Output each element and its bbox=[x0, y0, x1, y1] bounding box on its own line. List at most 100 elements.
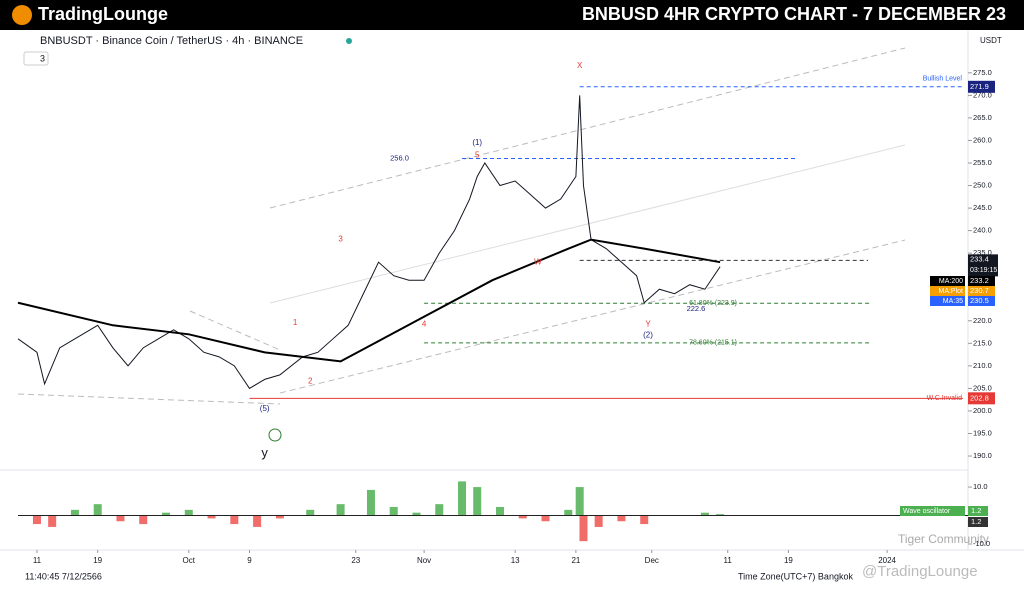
x-tick-label: 11 bbox=[33, 556, 42, 565]
y-tick-label: 210.0 bbox=[973, 361, 992, 370]
x-tick-label: 11 bbox=[724, 556, 733, 565]
ma-value-box bbox=[968, 296, 995, 306]
ma-name-box bbox=[930, 276, 965, 286]
osc-bar bbox=[336, 504, 345, 516]
ma-value: 233.2 bbox=[970, 276, 989, 285]
wave-label: 4 bbox=[422, 319, 427, 328]
status-dot bbox=[346, 38, 352, 44]
side-mark: 222.6 bbox=[687, 304, 706, 313]
osc-bar bbox=[32, 515, 41, 525]
osc-bar bbox=[184, 509, 193, 516]
channel-lines bbox=[17, 47, 906, 405]
osc-bar bbox=[716, 514, 725, 516]
y-tick-label: 250.0 bbox=[973, 181, 992, 190]
wave-label: 1 bbox=[293, 318, 298, 327]
osc-bar bbox=[640, 515, 649, 525]
osc-bar bbox=[389, 507, 398, 516]
x-tick-label: Oct bbox=[183, 556, 196, 565]
wave-label: 2 bbox=[308, 377, 313, 386]
last-price: 233.4 bbox=[970, 254, 989, 263]
timezone: Time Zone(UTC+7) Bangkok bbox=[738, 571, 853, 581]
ma-value: 230.7 bbox=[970, 286, 989, 295]
x-tick-label: Dec bbox=[645, 556, 659, 565]
brand: TradingLounge bbox=[38, 4, 168, 24]
level-label: 61.80% (223.9) bbox=[689, 300, 737, 307]
wave-label: 5 bbox=[475, 150, 480, 159]
indicator-count: 3 bbox=[40, 53, 45, 63]
wave-label: X bbox=[577, 61, 583, 70]
currency: USDT bbox=[980, 36, 1002, 45]
y-tick-label: 200.0 bbox=[973, 406, 992, 415]
ma-name: MA:200 bbox=[939, 278, 963, 285]
osc-bar bbox=[473, 487, 482, 516]
osc-bar bbox=[207, 515, 216, 519]
osc-bar bbox=[458, 481, 467, 516]
x-tick-label: 23 bbox=[351, 556, 360, 565]
osc-bar bbox=[564, 509, 573, 516]
y-tick-label: 190.0 bbox=[973, 451, 992, 460]
wave-label: y bbox=[261, 445, 268, 460]
osc-bar bbox=[412, 512, 421, 516]
ma-name-box bbox=[930, 286, 965, 296]
series-line bbox=[17, 238, 721, 363]
wave-label: 3 bbox=[338, 235, 343, 244]
watermark: Tiger Community bbox=[898, 532, 989, 546]
osc-bar bbox=[306, 509, 315, 516]
ma-name-box bbox=[930, 296, 965, 306]
osc-value-box bbox=[968, 506, 988, 516]
ma-name: MA:Plot bbox=[938, 288, 963, 295]
wave-circle bbox=[268, 428, 282, 442]
osc-bar bbox=[253, 515, 262, 527]
y-tick-label: 255.0 bbox=[973, 158, 992, 167]
channel-mid bbox=[269, 144, 906, 304]
price-label: 202.8 bbox=[970, 393, 989, 402]
osc-bar bbox=[366, 489, 375, 516]
ma-value: 230.5 bbox=[970, 296, 989, 305]
header-bar bbox=[0, 0, 1024, 30]
y-tick-label: 235.0 bbox=[973, 248, 992, 257]
y-tick-label: 270.0 bbox=[973, 90, 992, 99]
osc-bar bbox=[48, 515, 57, 527]
wave-label: W bbox=[534, 257, 542, 266]
osc-bar bbox=[518, 515, 527, 519]
y-tick-label: 275.0 bbox=[973, 68, 992, 77]
level-label: W.C.Invalid bbox=[927, 395, 963, 402]
ma-value-box bbox=[968, 286, 995, 296]
countdown: 03:19:15 bbox=[970, 267, 997, 274]
channel-upper bbox=[269, 47, 906, 209]
osc-bar bbox=[575, 487, 584, 516]
channel-lower bbox=[279, 239, 906, 394]
series-line bbox=[17, 95, 721, 390]
osc-bar bbox=[275, 515, 284, 519]
y-tick-label: 195.0 bbox=[973, 428, 992, 437]
ma-name: MA:35 bbox=[943, 298, 963, 305]
osc-value: 1.2 bbox=[971, 506, 981, 515]
y-tick-label: 215.0 bbox=[973, 338, 992, 347]
osc-bar bbox=[116, 515, 125, 522]
osc-bar bbox=[495, 507, 504, 516]
osc-bar bbox=[541, 515, 550, 522]
side-mark: 256.0 bbox=[390, 153, 409, 162]
x-tick-label: 9 bbox=[247, 556, 252, 565]
x-tick-label: 21 bbox=[571, 556, 580, 565]
base-line bbox=[17, 393, 281, 405]
wave-label: Y bbox=[645, 319, 651, 328]
wave-label: (5) bbox=[260, 404, 270, 413]
x-tick-label: 2024 bbox=[878, 556, 896, 565]
ma-value-box bbox=[968, 276, 995, 286]
osc-bar bbox=[700, 512, 709, 516]
osc-name-box bbox=[900, 506, 965, 516]
osc-bar bbox=[617, 515, 626, 522]
y-tick-label: 265.0 bbox=[973, 113, 992, 122]
symbol-info: BNBUSDT · Binance Coin / TetherUS · 4h ·… bbox=[40, 35, 303, 47]
osc-bar bbox=[230, 515, 239, 525]
y-tick-label: 260.0 bbox=[973, 135, 992, 144]
wedge-line bbox=[189, 310, 281, 351]
clock: 11:40:45 7/12/2566 bbox=[25, 571, 102, 581]
logo-icon bbox=[12, 5, 32, 25]
y-tick-label: 220.0 bbox=[973, 316, 992, 325]
osc-bar bbox=[162, 512, 171, 516]
header-title: BNBUSD 4HR CRYPTO CHART - 7 DECEMBER 23 bbox=[582, 4, 1006, 24]
osc-signal: 1.2 bbox=[971, 517, 981, 526]
